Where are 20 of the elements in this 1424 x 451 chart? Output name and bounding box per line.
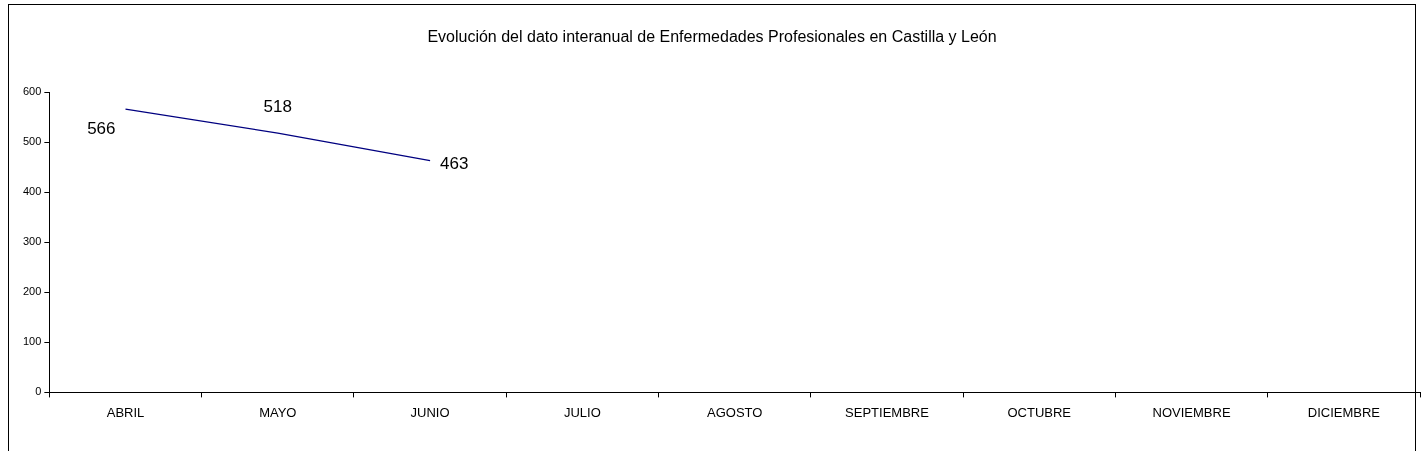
y-tick-label: 500 [22, 135, 42, 148]
x-tick-label: AGOSTO [706, 404, 763, 420]
x-tick-label: MAYO [259, 404, 297, 420]
y-tick-label: 200 [22, 285, 42, 298]
x-tick-label: JUNIO [410, 404, 450, 420]
y-tick-label: 600 [22, 85, 42, 98]
x-tick-label: JULIO [563, 404, 601, 420]
x-tick-label: SEPTIEMBRE [845, 404, 930, 420]
y-tick-label: 300 [22, 235, 42, 248]
chart-title: Evolución del dato interanual de Enfermedades Profesionales en Castilla y León [426, 28, 998, 46]
data-label: 463 [440, 154, 469, 174]
y-tick-label: 400 [22, 185, 42, 198]
data-label: 518 [263, 96, 292, 116]
y-tick-label: 100 [22, 335, 42, 348]
x-tick-label: OCTUBRE [1007, 404, 1072, 420]
x-tick-label: DICIEMBRE [1307, 404, 1381, 420]
data-label: 566 [87, 118, 116, 138]
x-tick-label: ABRIL [106, 404, 145, 420]
y-tick-label: 0 [35, 385, 42, 398]
x-tick-label: NOVIEMBRE [1152, 404, 1231, 420]
